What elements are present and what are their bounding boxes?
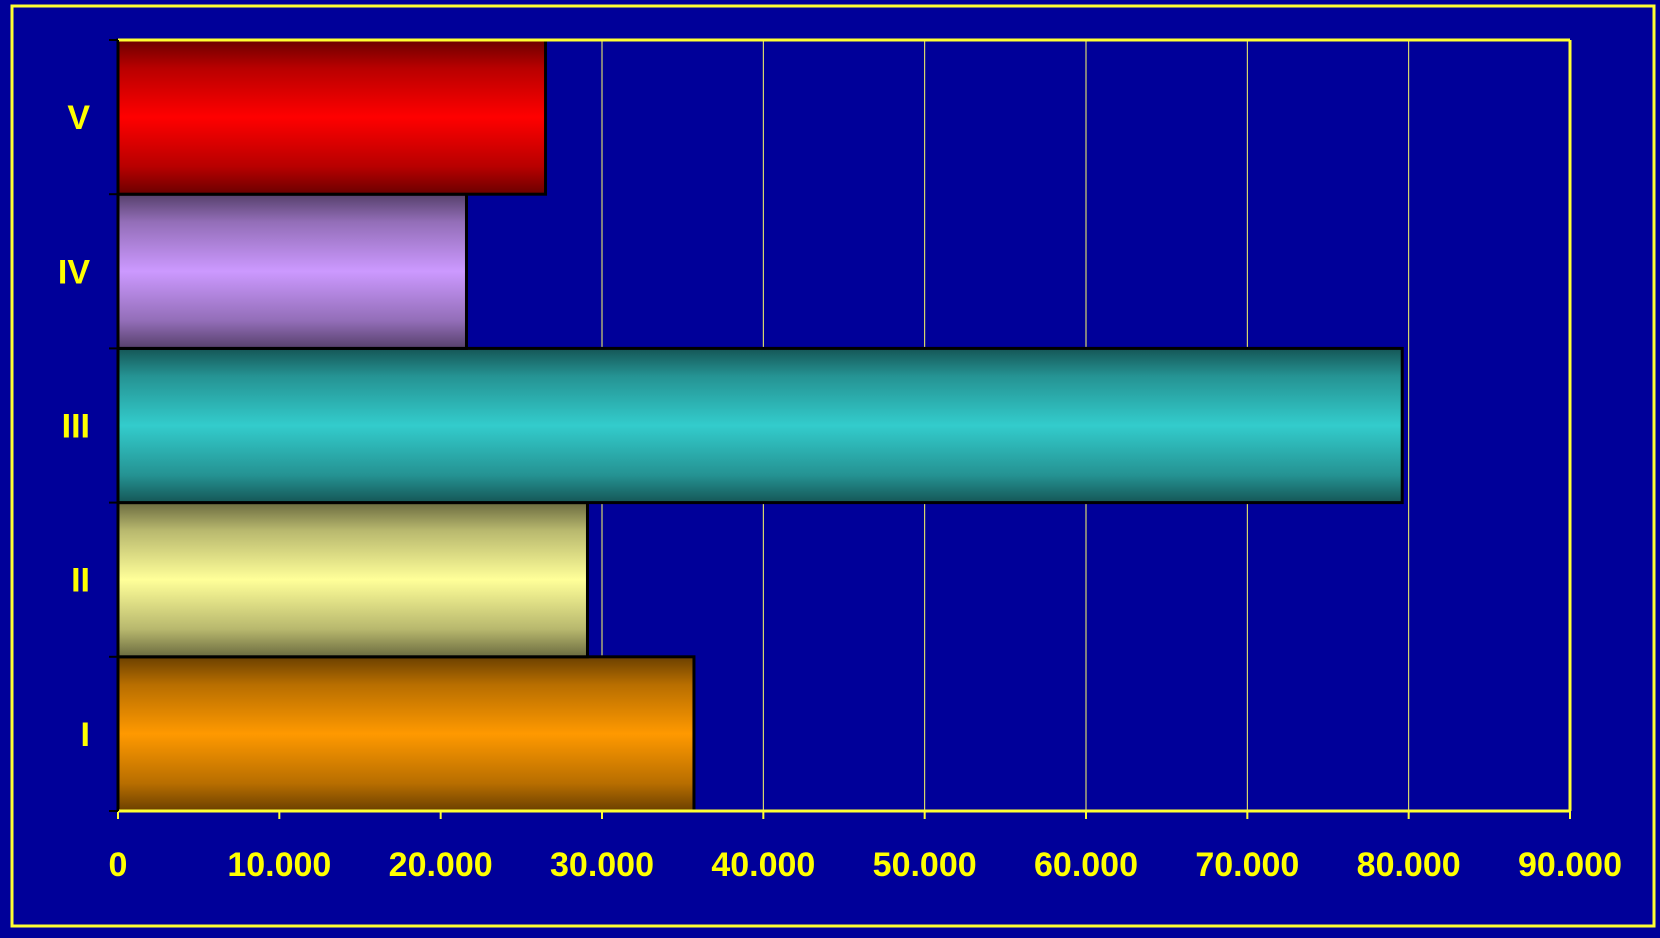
x-tick-label: 10.000 — [227, 846, 331, 884]
x-tick-label: 40.000 — [711, 846, 815, 884]
y-tick-label-III: III — [62, 408, 90, 446]
x-tick-label: 50.000 — [873, 846, 977, 884]
x-tick-label: 30.000 — [550, 846, 654, 884]
outer-frame — [10, 4, 1656, 928]
bars — [116, 38, 1404, 813]
bar-III — [116, 346, 1404, 505]
bar-V — [116, 38, 548, 196]
y-tick-label-II: II — [71, 562, 90, 600]
tick-labels: 0 10.000 20.000 30.000 40.000 50.000 60.000 70.… — [58, 99, 1622, 884]
y-tick-label-IV: IV — [58, 253, 90, 291]
x-tick-label: 60.000 — [1034, 846, 1138, 884]
x-tick-label: 20.000 — [389, 846, 493, 884]
bar-IV — [116, 192, 468, 350]
y-tick-label-I: I — [81, 716, 90, 754]
x-tick-label: 80.000 — [1357, 846, 1461, 884]
x-tick-label: 0 — [109, 846, 128, 884]
y-tick-label-V: V — [67, 99, 90, 137]
axes — [109, 38, 1572, 819]
bar-II — [116, 501, 589, 659]
x-tick-label: 90.000 — [1518, 846, 1622, 884]
x-tick-label: 70.000 — [1195, 846, 1299, 884]
bar-I — [116, 655, 696, 813]
